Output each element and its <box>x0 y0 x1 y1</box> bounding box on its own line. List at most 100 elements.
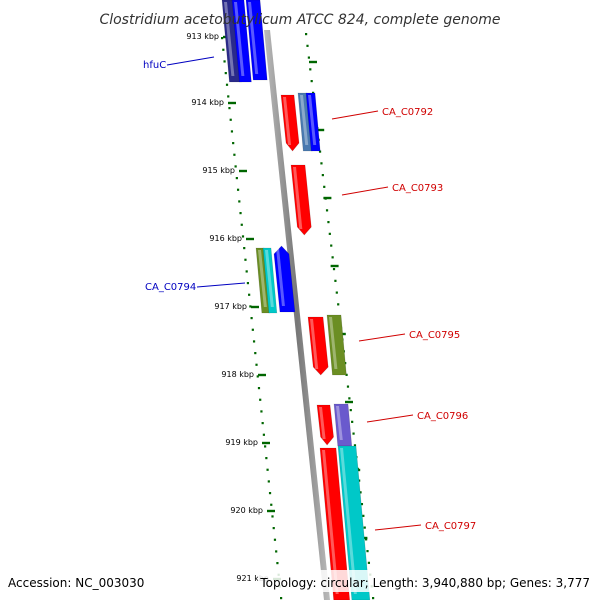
right-guide-dot <box>323 185 326 188</box>
right-guide-dot <box>365 538 368 541</box>
gene-block-ca-c0795-red <box>307 316 329 376</box>
gene-block-ca-c0794-olive-shine <box>258 250 267 307</box>
gene-features <box>221 0 371 600</box>
left-guide-dot <box>235 177 238 180</box>
left-guide-dot <box>232 142 235 145</box>
right-guide-dot <box>352 432 355 435</box>
left-guide-dot <box>234 165 237 168</box>
tick-marks: 913 kbp 914 kbp 915 kbp 916 kbp 917 kbp 918 k… <box>186 32 368 583</box>
summary-text: Topology: circular; Length: 3,940,880 bp… <box>259 576 590 590</box>
right-guide-dot <box>334 279 337 282</box>
left-guide-dot <box>262 433 265 436</box>
left-guide-dot <box>233 153 236 156</box>
tick-label: 919 kbp <box>225 438 258 447</box>
gene-block-blue-top <box>245 0 268 81</box>
right-guide-dot <box>367 561 371 564</box>
gene-block-ca-c0792-blue <box>305 92 321 152</box>
right-guide-dot <box>366 550 369 553</box>
left-guide-dot <box>229 118 232 121</box>
tick-label: 921 kbp <box>236 574 269 583</box>
gene-label: CA_C0796 <box>417 411 468 422</box>
gene-block-ca-c0792-red <box>280 94 300 152</box>
tick-label: 913 kbp <box>186 32 219 41</box>
gene-block-ca-c0794-cyan-shine <box>265 250 274 307</box>
gene-block-ca-c0794-blue-shine <box>276 248 285 306</box>
gene-block-ca-c0793 <box>290 164 312 236</box>
genome-backbone <box>264 30 330 600</box>
right-guide-dot <box>321 174 324 177</box>
left-guide-dot <box>251 328 254 331</box>
gene-block-ca-c0797-red-shine <box>322 450 339 594</box>
right-guide-dot <box>328 232 331 235</box>
left-guide-dot <box>259 398 262 401</box>
left-guide-dot <box>254 352 257 355</box>
gene-label: CA_C0797 <box>425 521 476 532</box>
gene-block-ca-c0792-blue-shine <box>308 95 317 145</box>
right-guide-dot <box>331 256 334 259</box>
right-guide-dot <box>305 33 308 36</box>
left-guide-dot <box>280 597 283 600</box>
gene-block-ca-c0792-steel-shine <box>300 95 309 145</box>
right-guide-dot <box>349 409 352 412</box>
gene-block-ca-c0795-olive-shine <box>329 317 338 369</box>
left-guide-dot <box>255 363 258 366</box>
right-guide-dot <box>351 420 354 423</box>
left-guide-dot <box>264 445 267 448</box>
gene-label-leader <box>341 186 389 196</box>
gene-label-leader <box>196 282 246 288</box>
left-guide-dot <box>238 200 241 203</box>
gene-block-ca-c0797-cyan <box>337 445 371 600</box>
gene-block-ca-c0796-red <box>316 404 334 446</box>
left-guide-dot <box>271 515 274 518</box>
footer-backdrop <box>258 570 598 592</box>
left-guide-dot <box>248 293 251 296</box>
left-guide-dot <box>223 60 226 63</box>
gene-block-ca-c0797-red <box>319 447 350 600</box>
left-guide-dot <box>246 282 250 285</box>
left-guide-dot <box>236 188 240 191</box>
left-guide-dot <box>244 258 247 261</box>
right-guide-dot <box>358 479 361 482</box>
gene-labels: hfuC CA_C0792 CA_C0793 CA_C0794 CA_C0795 CA_C… <box>143 56 476 532</box>
left-guide-dot <box>228 107 231 110</box>
right-guide-dot <box>310 80 313 83</box>
left-guide-dot <box>268 492 272 495</box>
gene-block-hfuc <box>231 0 252 83</box>
map-title: Clostridium acetobutylicum ATCC 824, com… <box>99 12 500 28</box>
gene-label: CA_C0793 <box>392 183 443 194</box>
left-guide-dot <box>266 468 269 471</box>
left-guide-dot <box>272 527 275 530</box>
backbone-bar <box>264 30 330 600</box>
tick-label: 915 kbp <box>202 166 235 175</box>
left-guide-dot <box>224 72 227 75</box>
gene-label-leader <box>331 110 379 120</box>
gene-label-leader <box>366 414 414 423</box>
gene-label: CA_C0794 <box>145 282 196 293</box>
right-guide-dot <box>372 597 375 600</box>
right-guide-dot <box>346 385 350 388</box>
right-guide-dot <box>348 397 351 400</box>
gene-block-ca-c0792-red-shine <box>283 97 292 145</box>
right-guide-dot <box>320 162 323 165</box>
left-guide-dot <box>260 410 263 413</box>
left-guide-dot <box>245 270 248 273</box>
gene-block-ca-c0794-cyan <box>262 247 278 314</box>
right-guide-dot <box>332 268 336 271</box>
gene-label: hfuC <box>143 60 166 71</box>
gene-block-ca-c0797-cyan-shine <box>340 448 357 594</box>
right-guide-dot <box>335 291 338 294</box>
left-guide-dot <box>239 212 242 215</box>
left-guide-dot <box>265 457 268 460</box>
gene-block-ca-c0794-blue <box>273 245 296 313</box>
left-guide-dot <box>273 538 277 541</box>
right-guide-dot <box>318 150 322 153</box>
left-guide-dot <box>249 305 252 308</box>
left-guide-dot <box>267 480 270 483</box>
accession-text: Accession: NC_003030 <box>8 576 144 590</box>
gene-label: CA_C0792 <box>382 107 433 118</box>
right-guide-dot <box>330 244 333 247</box>
left-guide-dot <box>243 247 246 250</box>
gene-label-leader <box>166 56 215 66</box>
gene-block-hfuc-left-shine <box>224 2 235 76</box>
